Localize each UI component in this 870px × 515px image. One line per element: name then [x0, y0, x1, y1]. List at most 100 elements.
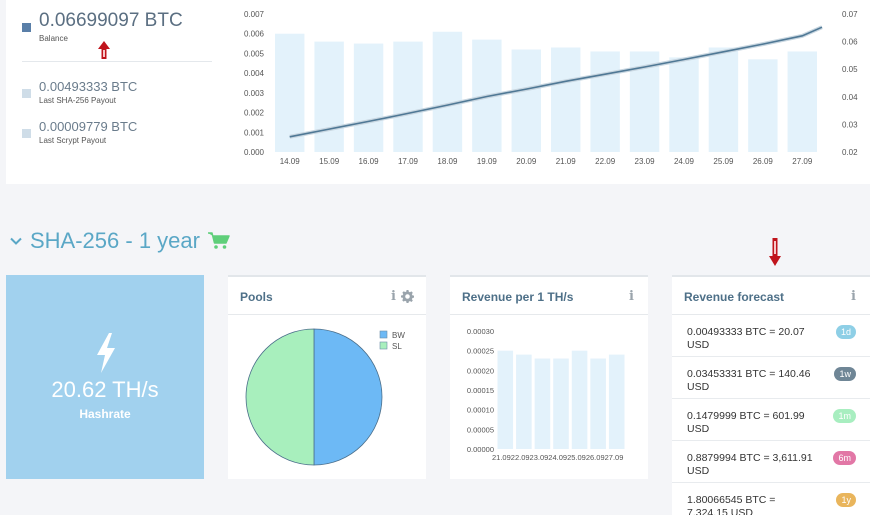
payout-bar — [669, 57, 699, 152]
payout-history-chart: 0.000 0.001 0.002 0.003 0.004 0.005 0.006 0.007… — [244, 10, 858, 166]
legend-label: BW — [392, 331, 405, 340]
x-tick-label: 22.09 — [595, 157, 616, 166]
y-tick-label: 0.00020 — [467, 366, 494, 375]
revenue-bar — [590, 358, 606, 449]
payout-bar — [432, 31, 463, 152]
forecast-value: 0.8879994 BTC = 3,611.91 USD — [687, 452, 813, 477]
balance-value: 0.06699097 BTC — [39, 10, 183, 31]
x-tick-label: 25.09 — [713, 157, 734, 166]
section-header[interactable]: SHA-256 - 1 year — [10, 228, 230, 254]
section-title: SHA-256 - 1 year — [30, 228, 200, 253]
down-arrow-annotation-icon — [769, 238, 781, 266]
y-left-tick-label: 0.000 — [244, 148, 265, 157]
revenue-bar — [608, 354, 625, 449]
scrypt-payout-item: 0.00009779 BTC Last Scrypt Payout — [22, 119, 137, 145]
y-left-tick-label: 0.007 — [244, 10, 265, 19]
x-tick-label: 20.09 — [516, 157, 537, 166]
scrypt-payout-label: Last Scrypt Payout — [39, 136, 107, 145]
x-tick-label: 17.09 — [398, 157, 419, 166]
payout-bar — [393, 41, 423, 152]
pie-slice — [245, 328, 315, 466]
y-left-tick-label: 0.002 — [244, 109, 265, 118]
period-badge: 1d — [835, 325, 856, 339]
payout-bar — [275, 33, 305, 152]
revenue-bar — [497, 350, 514, 449]
x-tick-label: 16.09 — [359, 157, 380, 166]
x-tick-label: 24.09 — [674, 157, 695, 166]
pie-slice — [313, 328, 383, 466]
y-tick-label: 0.00010 — [467, 406, 494, 415]
forecast-value: 1.80066545 BTC = 7,324.15 USD — [687, 494, 776, 515]
chevron-down-icon[interactable] — [10, 235, 22, 247]
y-right-tick-label: 0.02 — [842, 148, 858, 157]
legend-swatch — [379, 330, 388, 339]
sha-legend-square — [22, 89, 31, 98]
x-tick-label: 21.09 — [556, 157, 577, 166]
pools-title: Pools — [240, 290, 273, 304]
lightning-bolt-icon — [97, 333, 115, 373]
payout-bar — [590, 51, 620, 153]
payout-bar — [787, 51, 817, 153]
period-badge: 6m — [833, 451, 856, 465]
revenue-per-th-card: Revenue per 1 TH/s i 0.00000 0.00005 0.000… — [450, 275, 648, 479]
hashrate-label: Hashrate — [79, 407, 131, 421]
info-icon[interactable]: i — [391, 289, 396, 304]
pools-pie-chart: BW SL — [245, 328, 405, 466]
forecast-row: 0.1479999 BTC = 601.99 USD 1m — [672, 399, 870, 441]
payout-bar — [748, 59, 778, 152]
balance-label: Balance — [39, 34, 68, 43]
info-icon[interactable]: i — [851, 289, 856, 304]
x-tick-labels: 21.0922.0923.0924.0925.0926.0927.09 — [492, 453, 623, 462]
y-right-tick-label: 0.05 — [842, 65, 858, 74]
balance-legend-square — [22, 23, 31, 32]
gear-icon[interactable] — [401, 290, 414, 303]
y-tick-label: 0.00025 — [467, 347, 494, 356]
up-arrow-annotation-icon — [98, 41, 110, 59]
sha-payout-label: Last SHA-256 Payout — [39, 96, 116, 105]
forecast-value: 0.00493333 BTC = 20.07 USD — [687, 326, 805, 351]
forecast-row: 1.80066545 BTC = 7,324.15 USD 1y — [672, 483, 870, 515]
balance-item: 0.06699097 BTC Balance — [22, 10, 183, 43]
x-tick-label: 15.09 — [319, 157, 340, 166]
payout-bar — [708, 47, 739, 153]
info-icon[interactable]: i — [629, 289, 634, 304]
period-badge: 1y — [836, 493, 856, 507]
revenue-per-th-header: Revenue per 1 TH/s i — [450, 277, 648, 315]
legend-swatch — [379, 341, 388, 350]
forecast-row: 0.8879994 BTC = 3,611.91 USD 6m — [672, 441, 870, 483]
pools-card: Pools i BW SL — [228, 275, 426, 479]
y-left-tick-label: 0.004 — [244, 69, 265, 78]
revenue-bar — [534, 358, 551, 449]
x-tick-label: 14.09 — [280, 157, 301, 166]
legend-label: SL — [392, 342, 402, 351]
forecast-value: 0.1479999 BTC = 601.99 USD — [687, 410, 805, 435]
payout-bar — [353, 43, 384, 153]
forecast-row: 0.03453331 BTC = 140.46 USD 1w — [672, 357, 870, 399]
period-badge: 1m — [833, 409, 856, 423]
shopping-cart-icon[interactable] — [207, 232, 230, 250]
revenue-forecast-card: Revenue forecast i 0.00493333 BTC = 20.0… — [672, 275, 870, 515]
x-tick-label: 23.09 — [635, 157, 656, 166]
payout-bar — [551, 47, 581, 153]
scrypt-legend-square — [22, 129, 31, 138]
sha-payout-value: 0.00493333 BTC — [39, 79, 138, 94]
hashrate-tile: 20.62 TH/s Hashrate — [6, 275, 204, 479]
revenue-bar — [516, 354, 532, 449]
payout-bar — [511, 49, 541, 152]
revenue-forecast-header: Revenue forecast i — [672, 277, 870, 315]
x-tick-label: 18.09 — [437, 157, 458, 166]
revenue-per-th-title: Revenue per 1 TH/s — [462, 290, 574, 304]
scrypt-payout-value: 0.00009779 BTC — [39, 119, 138, 134]
y-right-tick-label: 0.03 — [842, 120, 858, 129]
balance-panel: 0.06699097 BTC Balance 0.00493333 BTC La… — [6, 0, 870, 184]
period-badge: 1w — [834, 367, 856, 381]
y-right-tick-label: 0.06 — [842, 38, 858, 47]
y-right-tick-label: 0.07 — [842, 10, 858, 19]
balance-line — [289, 26, 823, 138]
y-left-tick-label: 0.001 — [244, 128, 265, 137]
balance-divider — [22, 61, 212, 62]
x-tick-label: 19.09 — [477, 157, 498, 166]
revenue-forecast-title: Revenue forecast — [684, 290, 785, 304]
x-tick-label: 26.09 — [753, 157, 774, 166]
pools-card-header: Pools i — [228, 277, 426, 315]
